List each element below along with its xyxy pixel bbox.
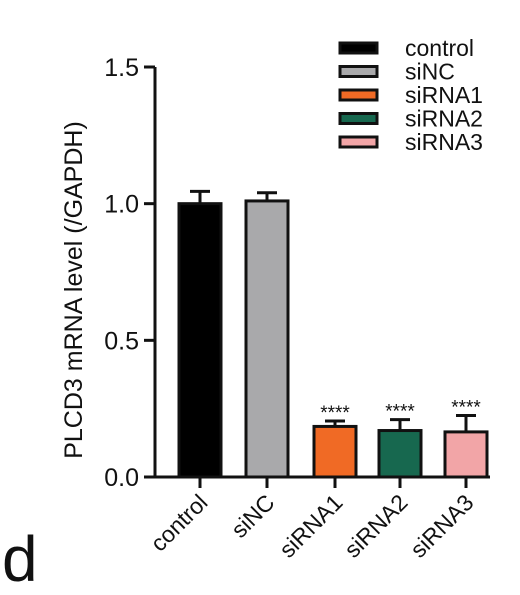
- y-tick-label: 1.5: [104, 54, 139, 82]
- x-tick-label: siNC: [226, 489, 280, 543]
- bar: [312, 424, 358, 479]
- bar: [443, 430, 489, 479]
- x-tick-label: siRNA1: [274, 489, 348, 563]
- x-tick-label: control: [145, 489, 212, 556]
- legend-label: control: [405, 35, 474, 61]
- legend-label: siNC: [405, 59, 455, 85]
- legend-swatch: [338, 65, 379, 78]
- bar: [177, 202, 223, 479]
- y-tick-label: 0.5: [104, 327, 139, 355]
- bar: [244, 199, 290, 479]
- y-axis: 0.0 0.5 1.0 1.5: [104, 54, 157, 492]
- significance-label: ****: [451, 398, 481, 419]
- bar: [377, 429, 423, 479]
- legend-swatch: [338, 41, 379, 55]
- y-tick-label: 1.0: [104, 191, 139, 219]
- legend-label: siRNA2: [405, 106, 483, 132]
- legend-swatch: [338, 135, 379, 149]
- significance-label: ****: [385, 402, 415, 423]
- y-axis-label: PLCD3 mRNA level (/GAPDH): [60, 121, 88, 459]
- legend-swatch: [338, 112, 379, 125]
- x-tick-label: siRNA2: [339, 489, 413, 563]
- bars: **** **** ****: [177, 189, 489, 479]
- legend-swatch: [338, 88, 379, 102]
- y-tick-label: 0.0: [104, 464, 139, 492]
- panel-label: d: [2, 523, 38, 595]
- significance-label: ****: [320, 403, 350, 424]
- legend-label: siRNA1: [405, 82, 483, 108]
- legend-label: siRNA3: [405, 129, 483, 155]
- x-tick-label: siRNA3: [405, 489, 479, 563]
